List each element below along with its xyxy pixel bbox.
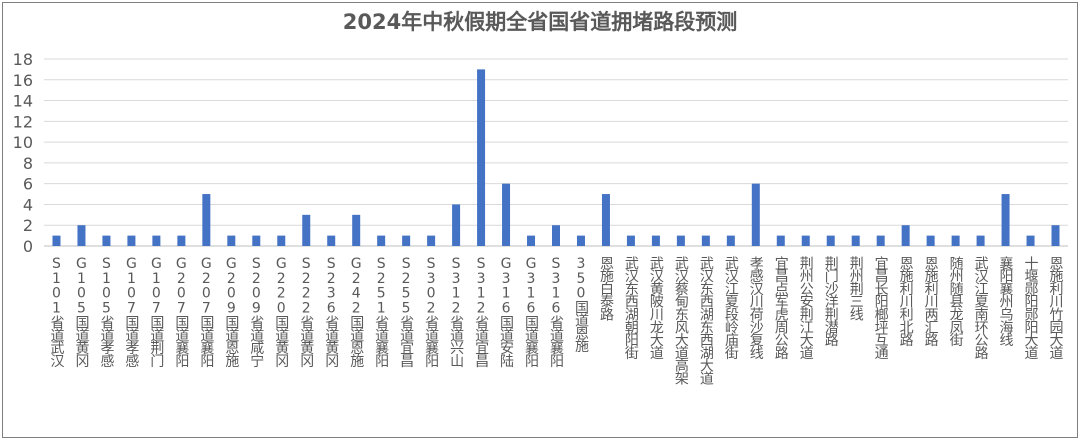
chart-title: 2024年中秋假期全省国省道拥堵路段预测 xyxy=(342,10,738,34)
y-tick-label: 0 xyxy=(23,237,33,256)
x-tick-label: 350国道恩施 xyxy=(573,256,589,353)
x-tick-label: 恩施利川两汇路 xyxy=(923,256,939,347)
bar xyxy=(601,194,610,246)
y-tick-label: 10 xyxy=(13,133,33,152)
bar xyxy=(427,235,436,246)
bar xyxy=(77,225,86,246)
bar xyxy=(926,235,935,246)
x-tick-label: S105省道孝感 xyxy=(98,256,114,368)
bar xyxy=(127,235,136,246)
x-tick-label: 武汉东西湖朝阳街 xyxy=(623,256,639,360)
bar xyxy=(976,235,985,246)
x-tick-label: 武汉黄陂川龙大道 xyxy=(648,256,664,361)
x-tick-label: S209省道咸宁 xyxy=(248,256,264,368)
bar xyxy=(377,235,386,246)
bar xyxy=(651,235,660,246)
x-tick-label: 襄阳襄州乌海线 xyxy=(998,256,1014,347)
y-tick-label: 6 xyxy=(23,175,33,194)
x-tick-label: G316国道襄阳 xyxy=(523,256,539,368)
x-tick-label: 随州随县龙凤街 xyxy=(948,256,964,347)
bar xyxy=(227,235,236,246)
x-tick-label: G220国道黄冈 xyxy=(273,256,289,369)
x-tick-label: G105国道黄冈 xyxy=(73,256,89,369)
y-tick-label: 16 xyxy=(13,71,33,90)
y-tick-label: 18 xyxy=(13,50,33,69)
x-tick-label: 恩施利川竹园大道 xyxy=(1048,256,1064,361)
y-tick-label: 14 xyxy=(13,92,33,111)
x-tick-label: 宜昌长阳榔坪互通 xyxy=(873,256,889,361)
y-tick-label: 4 xyxy=(23,195,33,214)
x-tick-label: 恩施白泰路 xyxy=(598,256,614,322)
x-tick-label: G107国道荆门 xyxy=(148,256,164,369)
x-tick-label: 荆门沙洋荆潜路 xyxy=(823,256,839,347)
bar xyxy=(626,235,635,246)
bar xyxy=(502,183,511,246)
x-tick-label: 荆州荆三线 xyxy=(848,256,864,322)
bar xyxy=(726,235,735,246)
x-tick-label: S302省道襄阳 xyxy=(423,256,439,368)
bar xyxy=(402,235,411,246)
bar xyxy=(826,235,835,246)
bar xyxy=(552,225,560,246)
y-tick-label: 12 xyxy=(13,112,33,131)
bar xyxy=(477,69,486,246)
bar xyxy=(851,235,860,246)
x-tick-label: G316国道安陆 xyxy=(498,256,514,368)
bar xyxy=(1001,194,1010,246)
bar xyxy=(452,204,461,246)
x-tick-label: S236省道黄冈 xyxy=(323,256,339,369)
bar xyxy=(102,235,111,246)
x-tick-label: 宜昌点军虎周公路 xyxy=(773,256,789,360)
x-tick-label: S251省道襄阳 xyxy=(373,256,389,368)
x-tick-label: 武汉蔡甸东风大道高架 xyxy=(673,256,689,386)
bar xyxy=(576,235,585,246)
bar xyxy=(1026,235,1035,246)
bar xyxy=(876,235,885,246)
x-tick-label: 武汉江夏段岭庙街 xyxy=(723,256,739,360)
x-tick-label: G207国道襄阳 xyxy=(198,256,214,368)
bar xyxy=(901,225,910,246)
bar xyxy=(352,214,361,246)
x-tick-label: G209国道恩施 xyxy=(223,256,239,368)
x-tick-label: 恩施利川利北路 xyxy=(898,256,914,347)
bar xyxy=(527,235,536,246)
x-tick-label: S255省道宜昌 xyxy=(398,256,414,368)
bar xyxy=(277,235,286,246)
x-tick-label: S101省道武汉 xyxy=(48,256,64,368)
bar xyxy=(701,235,710,246)
bar xyxy=(676,235,685,246)
x-tick-label: S312省道兴山 xyxy=(448,256,464,368)
bar xyxy=(1051,225,1060,246)
x-tick-label: S312省道宜昌 xyxy=(473,256,489,368)
x-tick-label: 荆州公安荆江大道 xyxy=(798,256,814,361)
x-tick-label: S222省道黄冈 xyxy=(298,256,314,369)
bar xyxy=(177,235,186,246)
x-tick-label: G207国道襄阳 xyxy=(173,256,189,368)
x-tick-label: G242国道恩施 xyxy=(348,256,364,368)
x-tick-label: 孝感汉川荷沙复线 xyxy=(748,256,764,360)
x-tick-label: 十堰郧阳郧阳大道 xyxy=(1023,256,1039,361)
bar xyxy=(751,183,760,246)
bar xyxy=(327,235,336,246)
bar xyxy=(152,235,161,246)
bar xyxy=(202,194,211,246)
bar xyxy=(302,214,311,246)
x-tick-label: G107国道孝感 xyxy=(123,256,139,368)
x-tick-label: 武汉东西湖东西湖大道 xyxy=(698,256,714,387)
bar xyxy=(801,235,810,246)
bar xyxy=(52,235,61,246)
x-tick-label: S316省道襄阳 xyxy=(548,256,564,368)
bar xyxy=(776,235,785,246)
bar xyxy=(252,235,261,246)
bar xyxy=(951,235,960,246)
y-tick-label: 8 xyxy=(23,154,33,173)
x-tick-label: 武汉江夏南环公路 xyxy=(973,256,989,360)
y-tick-label: 2 xyxy=(23,216,33,235)
